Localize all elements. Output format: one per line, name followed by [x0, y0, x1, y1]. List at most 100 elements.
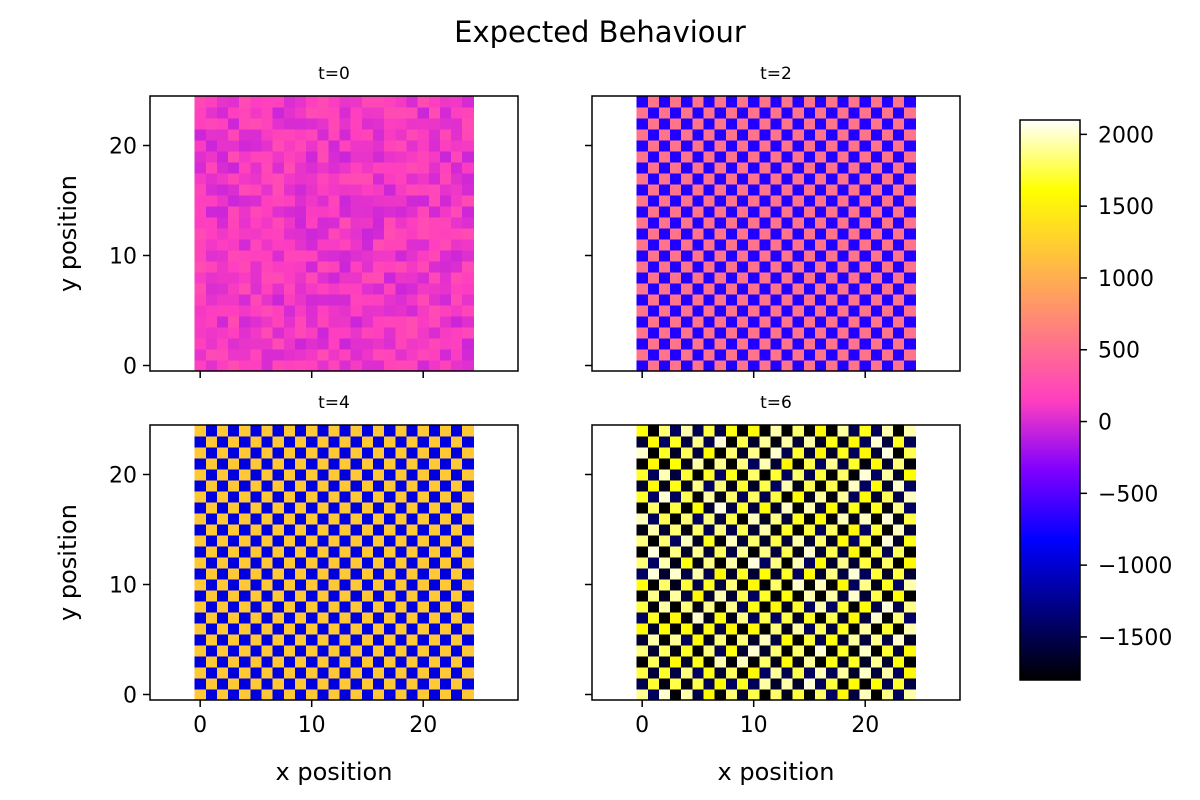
- heatmap-cell: [406, 107, 419, 119]
- heatmap-cell: [736, 678, 749, 690]
- heatmap-cell: [759, 590, 771, 602]
- heatmap-cell: [339, 327, 352, 339]
- heatmap-cell: [692, 283, 704, 295]
- heatmap-cell: [748, 151, 760, 163]
- heatmap-cell: [261, 294, 274, 306]
- heatmap-cell: [294, 338, 307, 350]
- heatmap-cell: [803, 173, 816, 185]
- heatmap-cell: [859, 338, 872, 350]
- heatmap-cell: [339, 557, 352, 569]
- heatmap-cell: [272, 645, 285, 657]
- heatmap-cell: [361, 601, 374, 613]
- heatmap-cell: [736, 513, 749, 525]
- heatmap-cell: [848, 667, 861, 679]
- heatmap-cell: [681, 96, 693, 108]
- heatmap-cell: [904, 206, 916, 218]
- heatmap-cell: [239, 425, 251, 437]
- heatmap-cell: [859, 217, 872, 229]
- heatmap-cell: [306, 656, 318, 668]
- heatmap-cell: [261, 129, 274, 141]
- heatmap-cell: [815, 436, 827, 448]
- heatmap-cell: [881, 360, 894, 372]
- heatmap-cell: [250, 480, 262, 492]
- heatmap-cell: [317, 436, 329, 448]
- heatmap-cell: [261, 502, 274, 514]
- heatmap-cell: [294, 491, 307, 503]
- axes-frame: [149, 424, 519, 701]
- heatmap-cell: [328, 239, 340, 251]
- heatmap-cell: [194, 524, 207, 536]
- heatmap-cell: [261, 590, 274, 602]
- heatmap-cell: [216, 524, 229, 536]
- heatmap-cell: [781, 557, 794, 569]
- heatmap-cell: [792, 623, 805, 635]
- heatmap-cell: [239, 524, 251, 536]
- heatmap-cell: [826, 513, 838, 525]
- heatmap-cell: [647, 162, 660, 174]
- heatmap-cell: [837, 195, 849, 207]
- heatmap-cell: [462, 425, 474, 437]
- heatmap-cell: [714, 140, 727, 152]
- heatmap-cell: [881, 689, 894, 701]
- heatmap-cell: [792, 645, 805, 657]
- heatmap-cell: [194, 568, 207, 580]
- heatmap-cell: [239, 546, 251, 558]
- heatmap-cell: [205, 327, 218, 339]
- heatmap-cell: [736, 656, 749, 668]
- heatmap-cell: [904, 590, 916, 602]
- heatmap-cell: [770, 469, 782, 481]
- heatmap-cell: [792, 590, 805, 602]
- heatmap-cell: [239, 283, 251, 295]
- heatmap-cell: [725, 316, 738, 328]
- heatmap-cell: [636, 645, 649, 657]
- heatmap-cell: [803, 601, 816, 613]
- heatmap-cell: [881, 590, 894, 602]
- heatmap-cell: [283, 612, 296, 624]
- heatmap-cell: [439, 601, 452, 613]
- heatmap-cell: [781, 261, 794, 273]
- heatmap-cell: [283, 480, 296, 492]
- heatmap-cell: [837, 623, 849, 635]
- heatmap-cell: [904, 601, 916, 613]
- heatmap-cell: [725, 656, 738, 668]
- panel-title: t=0: [318, 64, 350, 84]
- heatmap-cell: [881, 129, 894, 141]
- heatmap-cell: [395, 173, 407, 185]
- heatmap-cell: [770, 261, 782, 273]
- heatmap-cell: [670, 513, 682, 525]
- heatmap-cell: [893, 634, 905, 646]
- heatmap-cell: [205, 601, 218, 613]
- heatmap-cell: [815, 228, 827, 240]
- heatmap-cell: [904, 228, 916, 240]
- heatmap-cell: [815, 579, 827, 591]
- heatmap-cell: [692, 425, 704, 437]
- heatmap-cell: [736, 425, 749, 437]
- heatmap-cell: [361, 206, 374, 218]
- heatmap-cell: [317, 667, 329, 679]
- heatmap-cell: [837, 316, 849, 328]
- heatmap-cell: [228, 678, 240, 690]
- heatmap-cell: [781, 107, 794, 119]
- heatmap-cell: [194, 338, 207, 350]
- heatmap-cell: [859, 206, 872, 218]
- heatmap-cell: [826, 689, 838, 701]
- heatmap-cell: [870, 96, 883, 108]
- heatmap-cell: [881, 217, 894, 229]
- heatmap-cell: [692, 689, 704, 701]
- heatmap-cell: [759, 360, 771, 372]
- heatmap-cell: [216, 458, 229, 470]
- heatmap-cell: [361, 316, 374, 328]
- heatmap-cell: [194, 129, 207, 141]
- heatmap-cell: [239, 206, 251, 218]
- heatmap-cell: [317, 195, 329, 207]
- heatmap-cell: [451, 184, 463, 196]
- heatmap-cell: [837, 173, 849, 185]
- heatmap-cell: [439, 96, 452, 108]
- heatmap-cell: [317, 272, 329, 284]
- heatmap-cell: [216, 634, 229, 646]
- heatmap-cell: [881, 316, 894, 328]
- heatmap-cell: [306, 513, 318, 525]
- heatmap-cell: [748, 678, 760, 690]
- heatmap-cell: [703, 305, 716, 317]
- heatmap-cell: [670, 327, 682, 339]
